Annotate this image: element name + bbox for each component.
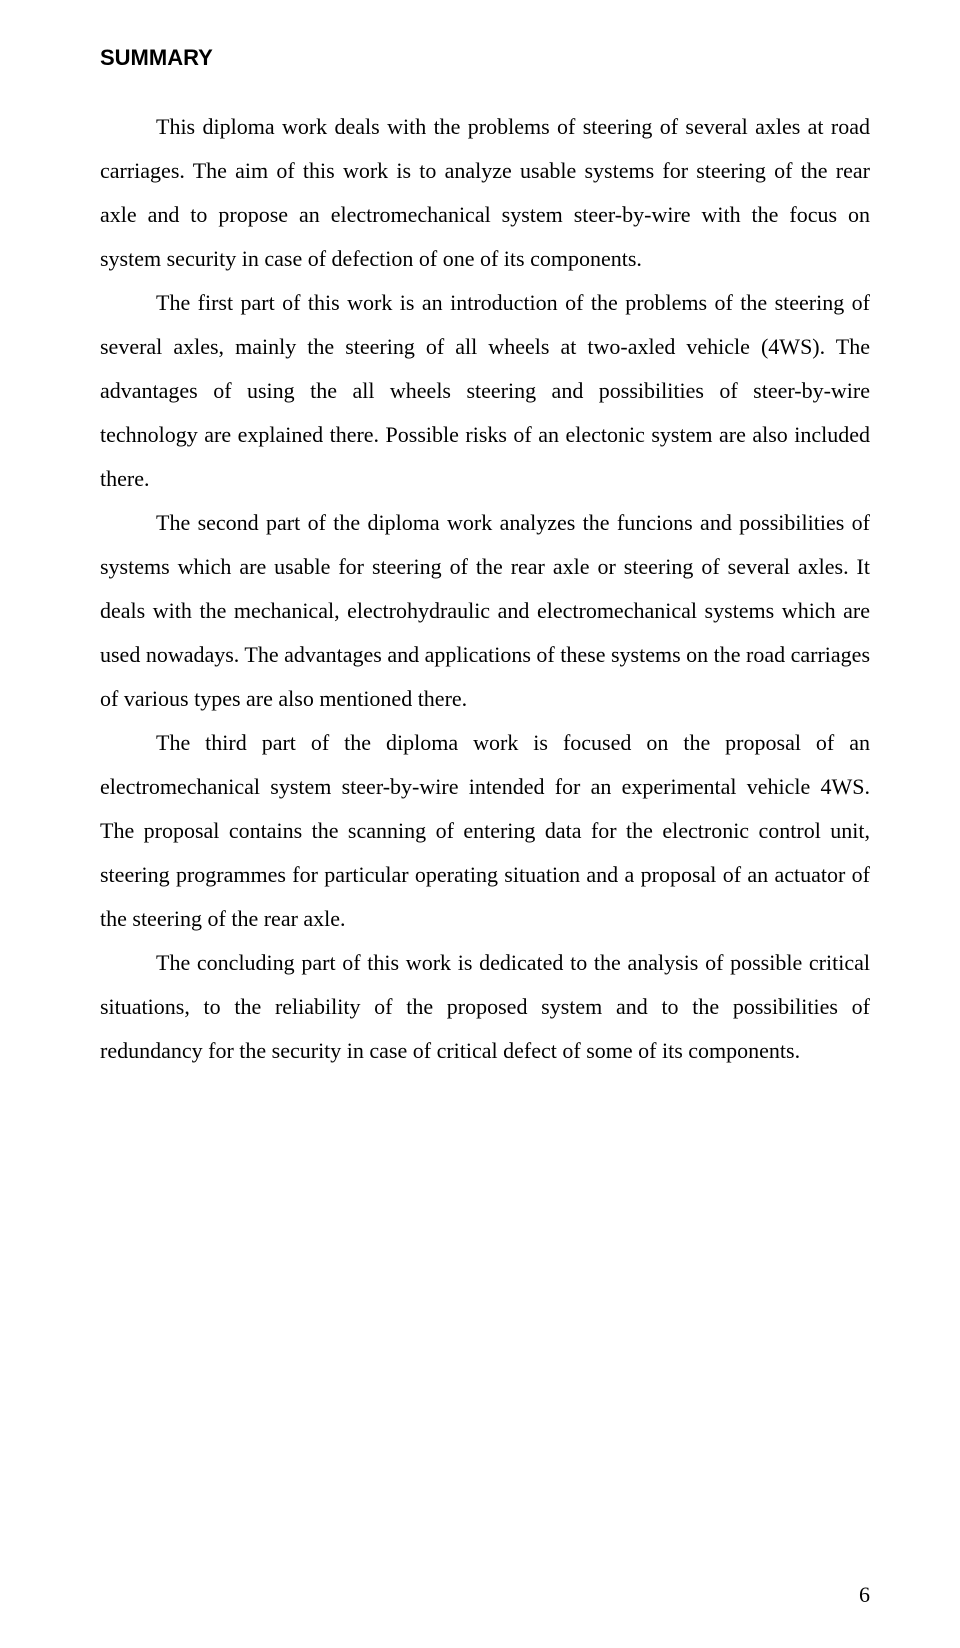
page-number: 6 — [859, 1582, 870, 1608]
paragraph-5: The concluding part of this work is dedi… — [100, 950, 870, 1063]
paragraph-1: This diploma work deals with the problem… — [100, 114, 870, 271]
paragraph-3: The second part of the diploma work anal… — [100, 510, 870, 711]
paragraph-4: The third part of the diploma work is fo… — [100, 730, 870, 931]
paragraph-2: The first part of this work is an introd… — [100, 290, 870, 491]
summary-heading: SUMMARY — [100, 45, 870, 71]
body-text: This diploma work deals with the problem… — [100, 105, 870, 1073]
document-page: SUMMARY This diploma work deals with the… — [0, 0, 960, 1648]
